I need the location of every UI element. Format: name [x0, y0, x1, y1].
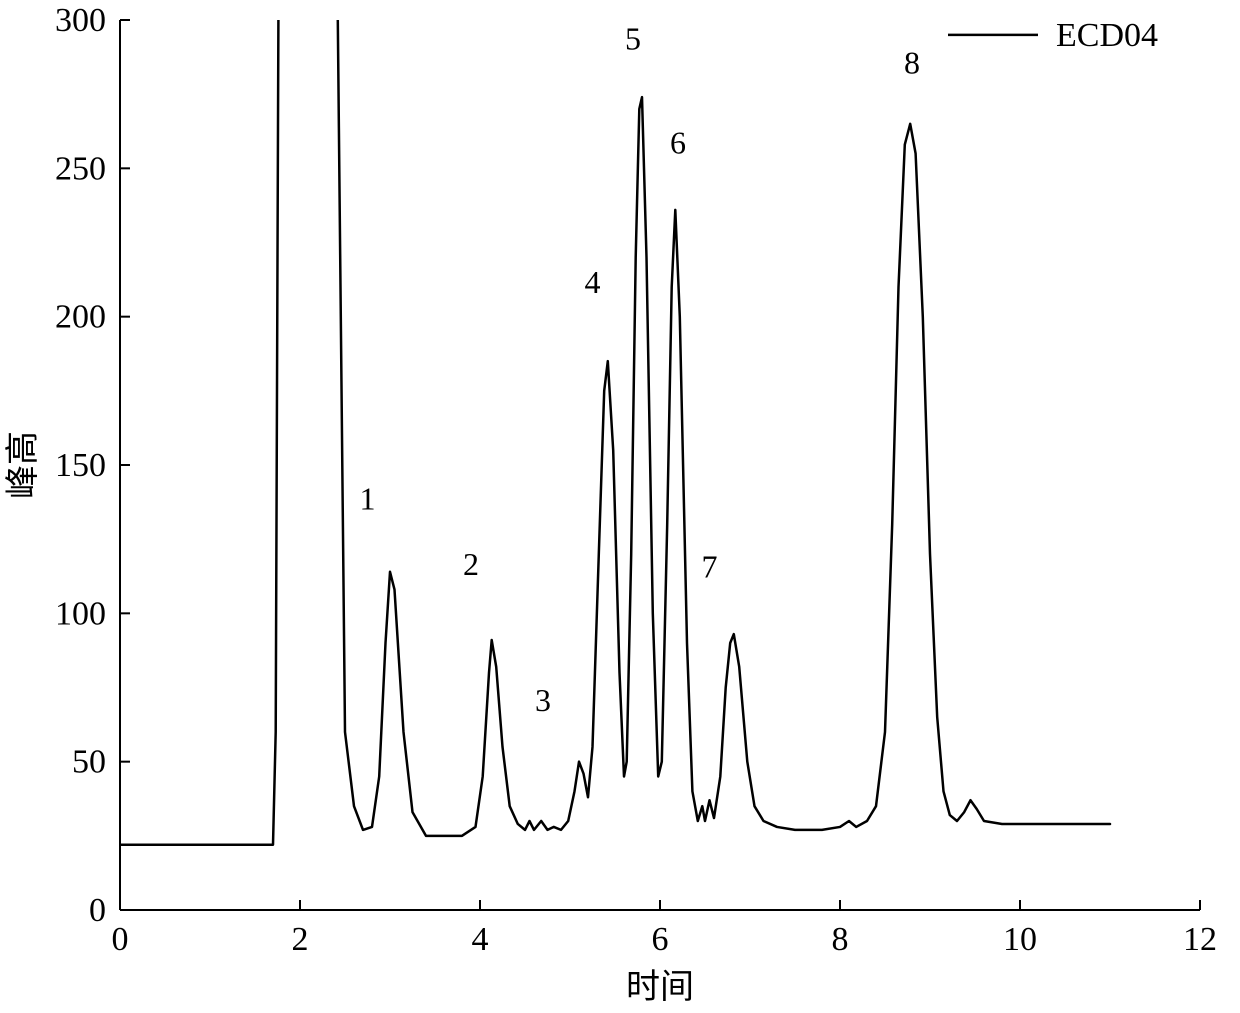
y-tick-label: 300: [55, 2, 106, 39]
peak-label: 1: [360, 481, 376, 517]
peak-label: 5: [625, 21, 641, 57]
peak-label: 8: [904, 44, 920, 80]
x-axis-label: 时间: [626, 969, 694, 1006]
y-tick-label: 100: [55, 595, 106, 632]
x-tick-label: 10: [1003, 921, 1037, 958]
peak-label: 4: [585, 264, 601, 300]
x-tick-label: 4: [472, 921, 489, 958]
x-tick-label: 0: [112, 921, 129, 958]
peak-label: 6: [670, 125, 686, 161]
y-tick-label: 200: [55, 299, 106, 336]
y-axis-label: 峰高: [4, 431, 42, 499]
y-tick-label: 250: [55, 150, 106, 187]
chromatogram-chart: 024681012时间050100150200250300峰高12345678E…: [0, 0, 1240, 1013]
x-tick-label: 8: [832, 921, 849, 958]
y-tick-label: 50: [72, 744, 106, 781]
x-tick-label: 12: [1183, 921, 1217, 958]
legend-label: ECD04: [1056, 17, 1158, 54]
x-tick-label: 6: [652, 921, 669, 958]
x-tick-label: 2: [292, 921, 309, 958]
peak-label: 7: [702, 549, 718, 585]
chart-svg: 024681012时间050100150200250300峰高12345678E…: [0, 0, 1240, 1013]
chromatogram-trace: [120, 0, 1110, 845]
y-tick-label: 0: [89, 892, 106, 929]
peak-label: 2: [463, 546, 479, 582]
peak-label: 3: [535, 682, 551, 718]
y-tick-label: 150: [55, 447, 106, 484]
